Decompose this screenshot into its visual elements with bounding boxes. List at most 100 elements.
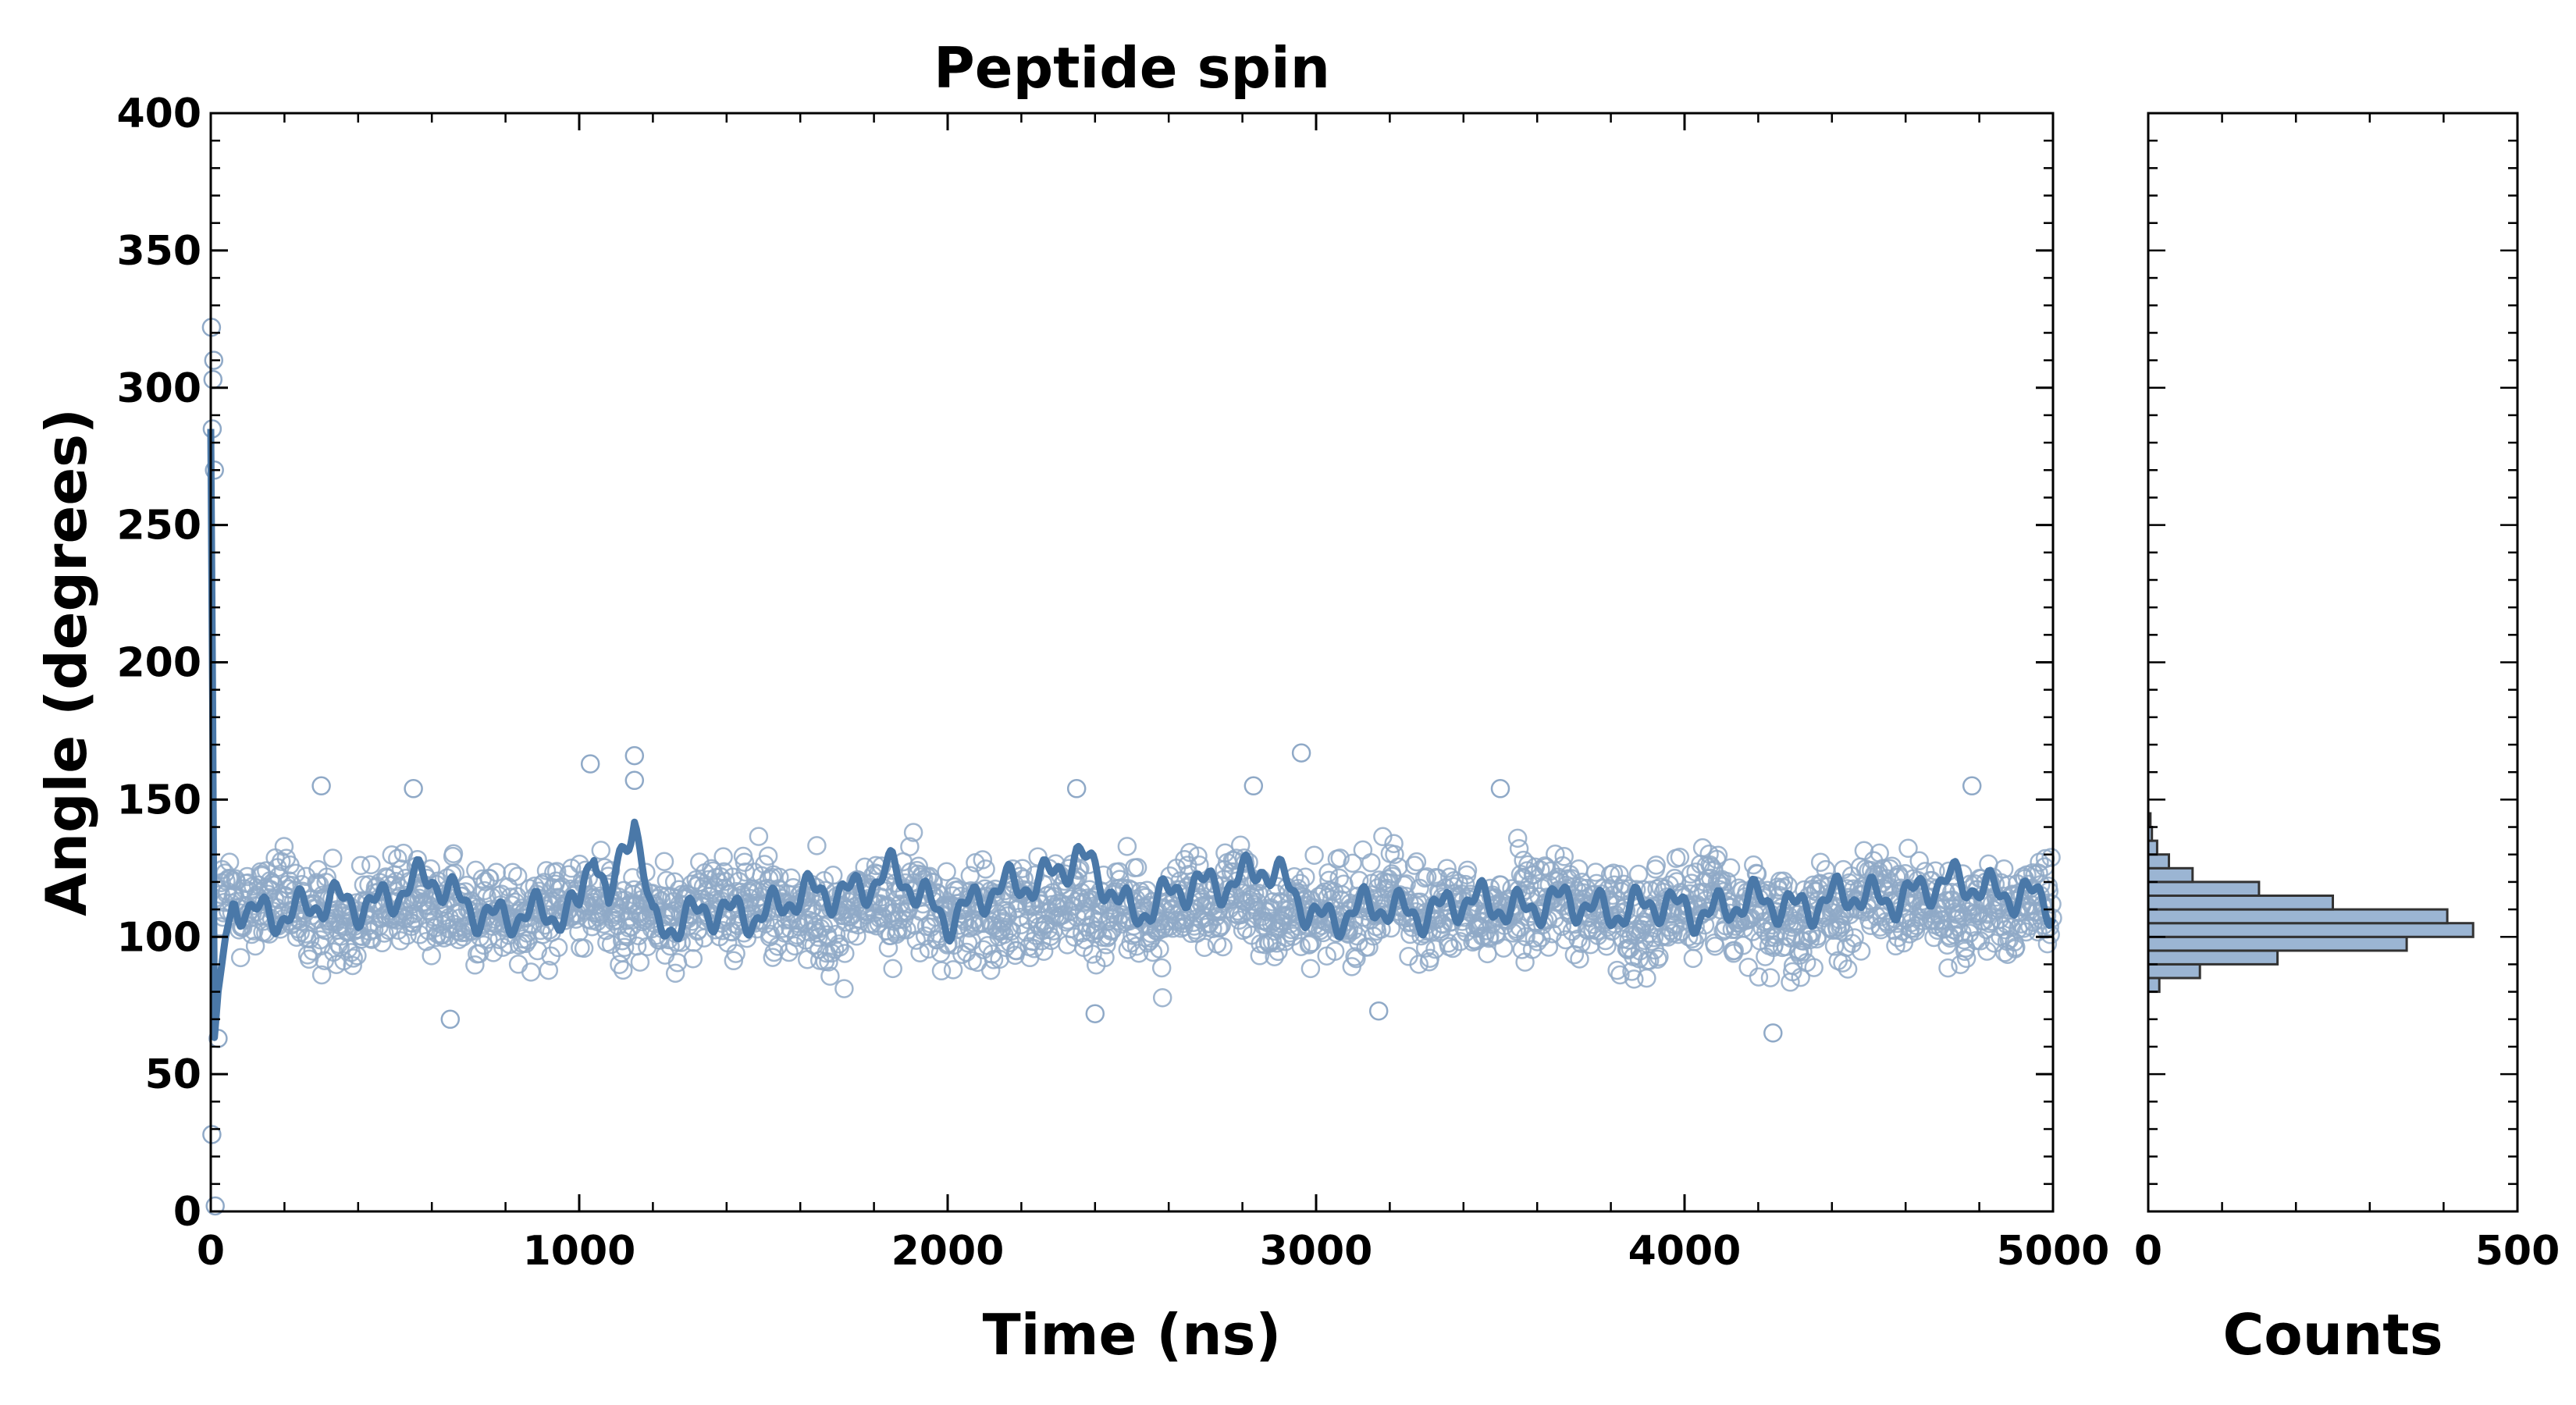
- scatter-point: [1898, 838, 1918, 859]
- scatter-point: [1210, 918, 1230, 937]
- scatter-point: [230, 948, 251, 968]
- scatter-point: [475, 872, 495, 891]
- histogram-bar: [2147, 935, 2408, 952]
- scatter-point: [973, 940, 994, 959]
- scatter-point: [286, 863, 306, 884]
- scatter-point: [1644, 928, 1664, 948]
- scatter-point: [507, 866, 528, 886]
- scatter-point: [1607, 960, 1627, 980]
- scatter-point: [1870, 843, 1889, 863]
- scatter-point: [1637, 968, 1656, 988]
- scatter-point: [1626, 880, 1646, 899]
- scatter-point: [274, 837, 294, 856]
- scatter-point: [1409, 955, 1429, 974]
- scatter-point: [574, 938, 594, 959]
- scatter-point: [1774, 871, 1794, 891]
- scatter-point: [1330, 848, 1350, 868]
- scatter-point: [1798, 927, 1818, 946]
- scatter-point: [205, 1196, 225, 1216]
- histogram-bar: [2147, 880, 2261, 898]
- y-axis-title: Angle (degrees): [34, 408, 99, 916]
- scatter-point: [1457, 860, 1478, 880]
- main-axis-ticks: 0 1000 2000 3000 4000 5000 0 50 100 150 200 250 300 3…: [116, 91, 2109, 1275]
- scatter-point: [536, 861, 557, 880]
- scatter-point: [1570, 949, 1589, 969]
- scatter-point: [1397, 874, 1416, 894]
- scatter-point: [1300, 959, 1321, 979]
- scatter-point: [521, 962, 541, 982]
- histogram-bar: [2147, 866, 2194, 884]
- scatter-point: [1230, 835, 1251, 855]
- scatter-point: [571, 937, 590, 958]
- histogram-bar: [2147, 962, 2201, 980]
- scatter-point: [1291, 937, 1311, 956]
- scatter-point: [1948, 917, 1968, 937]
- scatter-point: [1417, 867, 1437, 887]
- scatter-point: [404, 779, 423, 799]
- histogram-bar: [2147, 853, 2170, 870]
- scatter-point: [440, 1009, 461, 1030]
- scatter-point: [1407, 852, 1427, 872]
- scatter-point: [1384, 834, 1404, 853]
- histogram-bar: [2147, 895, 2334, 911]
- scatter-point: [1764, 935, 1784, 955]
- scatter-point: [1420, 948, 1440, 968]
- scatter-point: [1493, 938, 1514, 958]
- scatter-point: [1854, 841, 1874, 861]
- scatter-point: [500, 887, 520, 907]
- y-tick-label: 150: [116, 777, 201, 823]
- scatter-point: [503, 863, 522, 883]
- scatter-point: [1343, 853, 1362, 873]
- scatter-point: [1359, 937, 1379, 957]
- scatter-point: [1127, 858, 1147, 877]
- scatter-point: [984, 950, 1004, 969]
- scatter-point: [1296, 867, 1315, 887]
- scatter-point: [1763, 1023, 1783, 1043]
- scatter-point: [420, 896, 440, 916]
- histogram-bar: [2147, 949, 2279, 966]
- scatter-point: [2041, 848, 2061, 867]
- y-tick-label: 400: [116, 91, 201, 137]
- scatter-point: [1244, 776, 1264, 796]
- scatter-point: [976, 859, 995, 879]
- scatter-point: [1512, 940, 1532, 959]
- scatter-point: [1888, 927, 1908, 948]
- scatter-point: [388, 848, 407, 869]
- scatter-point: [986, 885, 1006, 905]
- scatter-point: [2028, 922, 2048, 942]
- scatter-point: [758, 846, 778, 866]
- scatter-point: [1095, 948, 1115, 968]
- scatter-point: [1962, 776, 1982, 796]
- scatter-point: [683, 948, 703, 969]
- histogram-bar: [2147, 976, 2161, 994]
- scatter-point: [807, 836, 827, 855]
- scatter-point: [1268, 941, 1288, 962]
- scatter-point: [998, 906, 1018, 926]
- scatter-point: [910, 943, 930, 962]
- y-tick-label: 300: [116, 365, 201, 412]
- chart-title: Peptide spin: [934, 35, 1330, 101]
- scatter-points: [201, 318, 2062, 1216]
- scatter-point: [654, 852, 674, 871]
- scatter-point: [1490, 779, 1510, 799]
- scatter-point: [1528, 932, 1547, 951]
- scatter-point: [820, 966, 840, 986]
- scatter-point: [1133, 885, 1152, 905]
- main-plot-frame: [209, 112, 2055, 1213]
- scatter-point: [1514, 850, 1533, 870]
- scatter-point: [1708, 845, 1728, 866]
- scatter-point: [1325, 941, 1345, 961]
- scatter-point: [343, 955, 362, 976]
- scatter-point: [1515, 952, 1535, 972]
- scatter-point: [422, 946, 441, 966]
- scatter-point: [883, 959, 902, 979]
- scatter-point: [1610, 965, 1630, 985]
- y-tick-label: 350: [116, 228, 201, 275]
- scatter-point: [1319, 870, 1339, 891]
- scatter-point: [508, 955, 528, 974]
- scatter-point: [723, 867, 743, 887]
- scatter-point: [1838, 959, 1858, 979]
- scatter-point: [580, 754, 600, 774]
- scatter-point: [1083, 944, 1102, 964]
